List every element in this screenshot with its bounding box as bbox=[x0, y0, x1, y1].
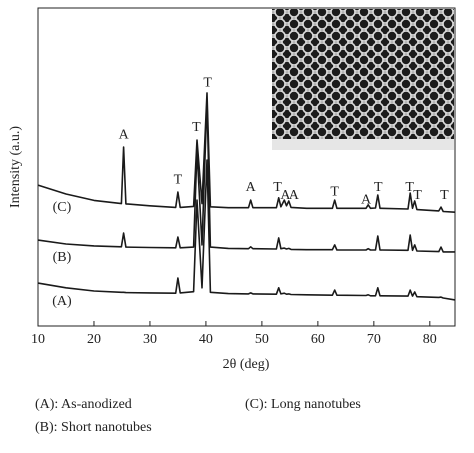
x-tick-label: 20 bbox=[87, 332, 101, 347]
peak-label: A bbox=[119, 127, 130, 142]
series-label: (C) bbox=[53, 200, 72, 215]
xrd-trace bbox=[37, 159, 456, 301]
peak-label: A bbox=[289, 188, 300, 203]
peak-label: T bbox=[405, 180, 414, 195]
x-tick-label: 50 bbox=[255, 332, 269, 347]
x-tick-label: 10 bbox=[31, 332, 45, 347]
peak-label: T bbox=[374, 180, 383, 195]
series-label: (B) bbox=[53, 250, 72, 265]
peak-label: T bbox=[203, 75, 212, 90]
note: (C): Long nanotubes bbox=[245, 397, 361, 412]
peak-label: A bbox=[280, 188, 291, 203]
peak-label: T bbox=[413, 188, 422, 203]
peak-label: T bbox=[330, 184, 339, 199]
x-tick-label: 70 bbox=[367, 332, 381, 347]
peak-label: T bbox=[440, 188, 449, 203]
x-tick-label: 40 bbox=[199, 332, 213, 347]
x-tick-label: 30 bbox=[143, 332, 157, 347]
xrd-trace bbox=[37, 99, 455, 253]
peak-label: A bbox=[361, 192, 372, 207]
peak-label: T bbox=[174, 172, 183, 187]
peak-label: T bbox=[273, 180, 282, 195]
xrd-trace bbox=[37, 92, 456, 213]
x-tick-label: 60 bbox=[311, 332, 325, 347]
x-axis-label: 2θ (deg) bbox=[223, 357, 270, 372]
note: (B): Short nanotubes bbox=[35, 420, 152, 435]
series-label: (A) bbox=[52, 294, 72, 309]
peak-label: A bbox=[246, 180, 257, 195]
note: (A): As-anodized bbox=[35, 397, 132, 412]
sem-inset bbox=[272, 9, 454, 139]
sem-info-bar bbox=[272, 139, 454, 150]
y-axis-label: Intensity (a.u.) bbox=[8, 126, 23, 208]
x-tick-label: 80 bbox=[423, 332, 437, 347]
peak-label: T bbox=[192, 120, 201, 135]
plot-frame bbox=[37, 7, 456, 327]
